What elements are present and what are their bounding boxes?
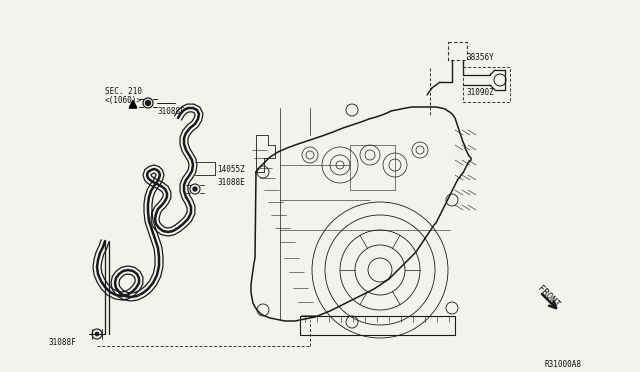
Circle shape xyxy=(193,187,197,191)
Text: 31088F: 31088F xyxy=(157,107,185,116)
Text: 38356Y: 38356Y xyxy=(467,53,495,62)
Circle shape xyxy=(95,332,99,336)
Text: 31090Z: 31090Z xyxy=(467,88,495,97)
Text: <(1060)>: <(1060)> xyxy=(105,96,142,105)
Text: FRONT: FRONT xyxy=(536,284,561,310)
Text: SEC. 210: SEC. 210 xyxy=(105,87,142,96)
Text: 14055Z: 14055Z xyxy=(217,165,244,174)
Text: 31088E: 31088E xyxy=(217,178,244,187)
Circle shape xyxy=(145,100,150,106)
Text: R31000A8: R31000A8 xyxy=(545,360,582,369)
Text: 31088F: 31088F xyxy=(48,338,76,347)
